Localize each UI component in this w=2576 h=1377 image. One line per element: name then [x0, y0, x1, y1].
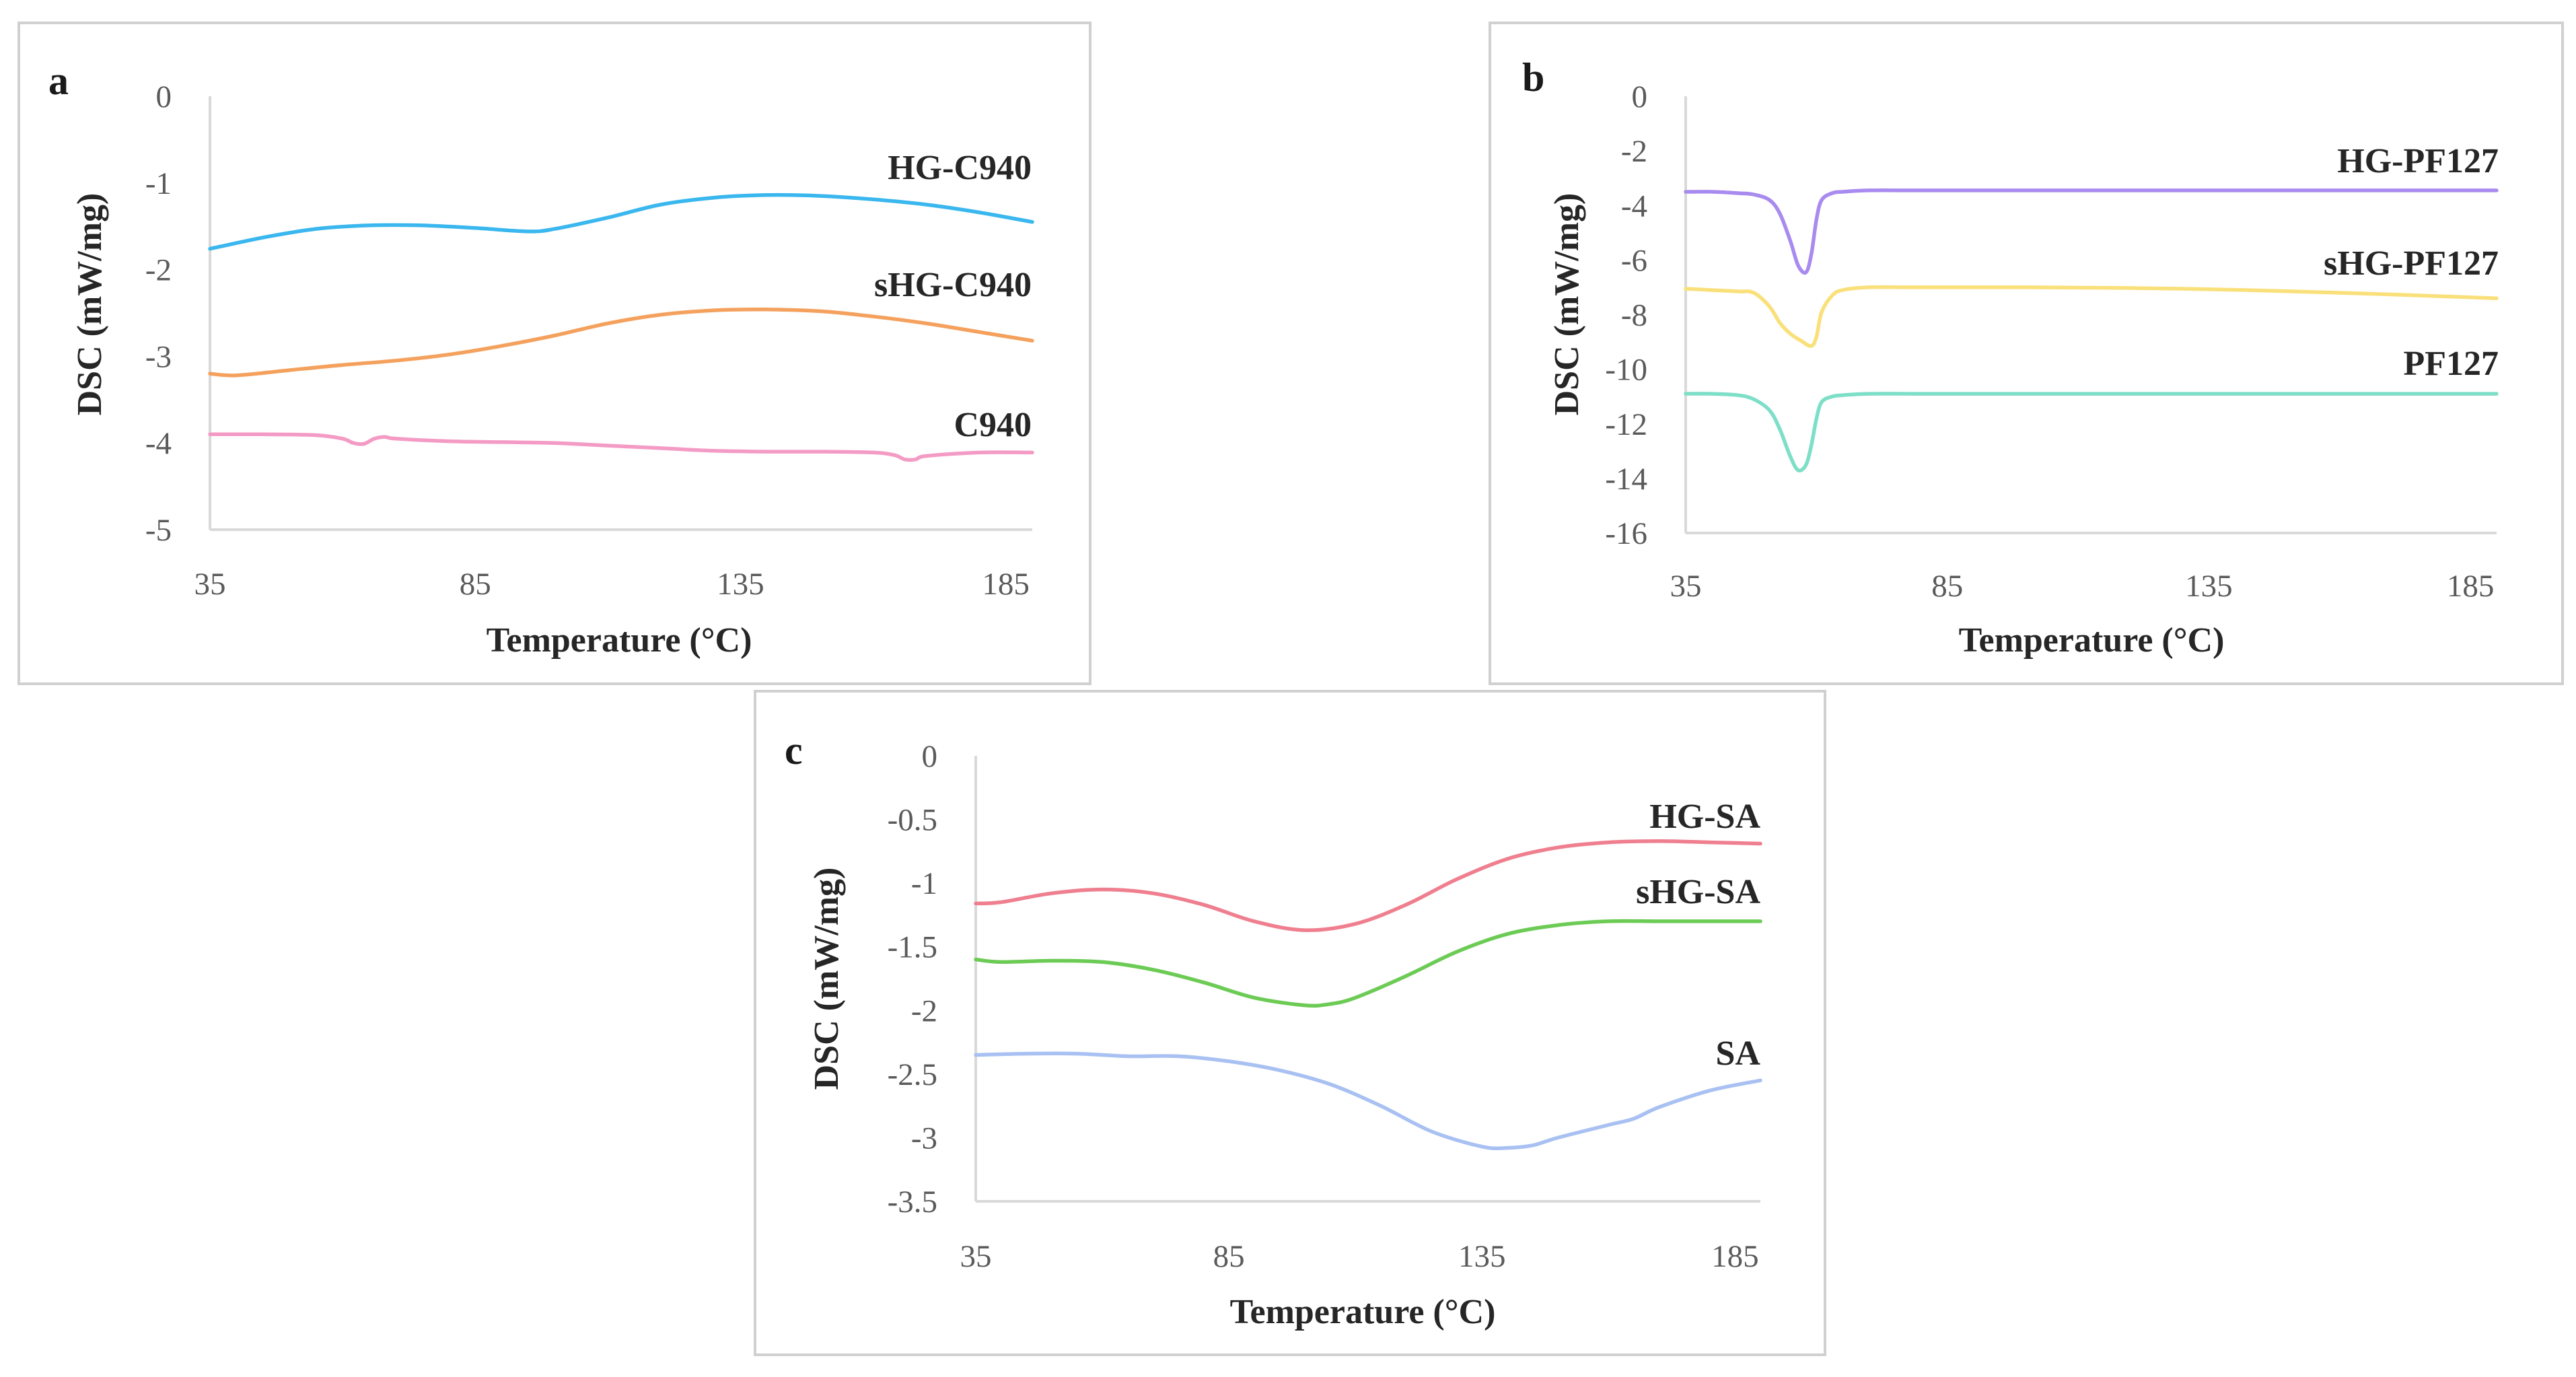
panel-a-y-tick-label: 0 — [156, 79, 172, 114]
panel-a-series-label-shg-c940: sHG-C940 — [874, 266, 1032, 304]
panel-c-y-tick-label: -3.5 — [888, 1185, 937, 1220]
panel-a-x-ticks: 35 85 135 185 — [194, 567, 1030, 602]
panel-c-chart: c 0 -0.5 -1 -1.5 -2 -2.5 -3 -3.5 35 85 135 185 HG-… — [754, 690, 1826, 1356]
panel-a-series-line-hg-c940 — [208, 192, 1034, 251]
panel-c-x-tick-label: 185 — [1711, 1239, 1759, 1274]
panel-b-y-tick-label: -6 — [1621, 243, 1647, 278]
panel-b-x-tick-label: 35 — [1670, 569, 1702, 604]
panel-b-series-label-hg-pf127: HG-PF127 — [2337, 142, 2499, 180]
panel-c-frame — [754, 690, 1826, 1356]
panel-a-x-tick-label: 185 — [982, 567, 1030, 602]
panel-a-series-label-hg-c940: HG-C940 — [888, 149, 1032, 187]
panel-b-x-ticks: 35 85 135 185 — [1670, 569, 2495, 604]
panel-c-y-tick-label: -2 — [911, 993, 937, 1028]
panel-b-x-tick-label: 135 — [2185, 569, 2233, 604]
panel-b-y-tick-label: -16 — [1605, 516, 1647, 551]
panel-a-y-tick-label: -5 — [145, 513, 172, 548]
panel-b-y-tick-label: -12 — [1605, 407, 1647, 442]
panel-a-y-tick-label: -3 — [145, 339, 172, 374]
panel-a-x-tick-label: 135 — [717, 567, 764, 602]
panel-c-y-tick-label: -1 — [911, 866, 937, 901]
panel-b-label: b — [1522, 55, 1544, 100]
panel-b-y-tick-label: -10 — [1605, 353, 1647, 388]
panel-c-label: c — [785, 728, 803, 773]
panel-a-x-tick-label: 85 — [460, 567, 491, 602]
panel-b-x-tick-label: 185 — [2447, 569, 2495, 604]
panel-b-series-label-pf127: PF127 — [2403, 345, 2499, 383]
panel-a-series-label-c940: C940 — [954, 406, 1032, 444]
panel-b-chart: b 0 -2 -4 -6 -8 -10 -12 -14 -16 35 85 135 185 HG-PF… — [1489, 22, 2564, 685]
panel-c-series-line-sa — [974, 1051, 1762, 1151]
panel-b-series — [1684, 188, 2499, 472]
panel-a-series-line-c940 — [208, 432, 1034, 462]
panel-b-y-ticks: 0 -2 -4 -6 -8 -10 -12 -14 -16 — [1605, 79, 1647, 551]
panel-b-y-tick-label: -4 — [1621, 188, 1647, 223]
panel-a-x-tick-label: 35 — [194, 567, 226, 602]
panel-b-series-line-shg-pf127 — [1684, 285, 2499, 348]
panel-a-y-axis-title: DSC (mW/mg) — [71, 193, 109, 416]
panel-b-frame — [1489, 22, 2564, 685]
panel-a-y-tick-label: -2 — [145, 253, 172, 288]
panel-b-x-tick-label: 85 — [1931, 569, 1963, 604]
panel-a-chart: a 0 -1 -2 -3 -4 -5 35 85 135 185 HG-C940 sHG-C94… — [17, 22, 1092, 685]
panel-c-y-ticks: 0 -0.5 -1 -1.5 -2 -2.5 -3 -3.5 — [888, 739, 937, 1220]
panel-c-x-tick-label: 85 — [1213, 1239, 1245, 1274]
panel-c-y-tick-label: -2.5 — [888, 1057, 937, 1092]
panel-a-y-tick-label: -4 — [145, 426, 172, 461]
panel-c-x-ticks: 35 85 135 185 — [960, 1239, 1759, 1274]
panel-c-series-label-hg-sa: HG-SA — [1649, 798, 1760, 836]
panel-c-series-label-shg-sa: sHG-SA — [1636, 873, 1760, 911]
panel-c-x-axis-title: Temperature (°C) — [1230, 1293, 1496, 1331]
panel-b-y-tick-label: -8 — [1621, 298, 1647, 333]
panel-c-x-tick-label: 135 — [1458, 1239, 1506, 1274]
panel-c-y-tick-label: -1.5 — [888, 930, 937, 965]
panel-a-x-axis-title: Temperature (°C) — [487, 621, 752, 660]
panel-b-series-line-hg-pf127 — [1684, 188, 2499, 275]
panel-b-series-label-shg-pf127: sHG-PF127 — [2324, 244, 2499, 283]
panel-b-x-axis-title: Temperature (°C) — [1959, 621, 2225, 660]
panel-b-y-tick-label: 0 — [1632, 79, 1648, 114]
panel-c-series — [974, 839, 1762, 1151]
panel-c-series-label-sa: SA — [1716, 1034, 1761, 1073]
panel-c-y-tick-label: 0 — [922, 739, 938, 774]
panel-a-y-ticks: 0 -1 -2 -3 -4 -5 — [145, 79, 172, 548]
panel-a-frame — [17, 22, 1092, 685]
panel-b-y-tick-label: -14 — [1605, 462, 1647, 497]
panel-b-y-axis-title: DSC (mW/mg) — [1548, 193, 1586, 416]
panel-b-series-line-pf127 — [1684, 392, 2499, 472]
panel-c-y-axis-title: DSC (mW/mg) — [808, 868, 846, 1090]
panel-a-series-line-shg-c940 — [208, 307, 1034, 378]
panel-c-series-line-hg-sa — [974, 839, 1762, 932]
panel-c-x-tick-label: 35 — [960, 1239, 992, 1274]
panel-c-series-line-shg-sa — [974, 919, 1762, 1008]
panel-b-y-tick-label: -2 — [1621, 134, 1647, 169]
panel-c-y-tick-label: -0.5 — [888, 803, 937, 838]
panel-c-y-tick-label: -3 — [911, 1121, 937, 1156]
panel-a-series — [208, 192, 1034, 462]
panel-a-label: a — [48, 59, 69, 103]
panel-a-y-tick-label: -1 — [145, 166, 172, 201]
